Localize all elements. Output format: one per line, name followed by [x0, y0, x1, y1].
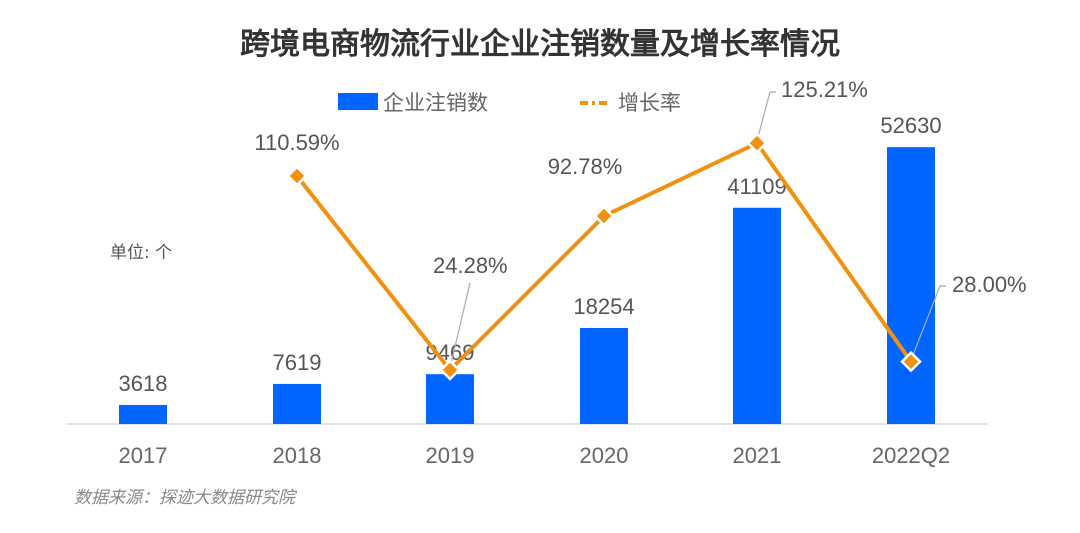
growth-label-2019: 24.28%	[433, 253, 508, 278]
bar-label-2018: 7619	[273, 350, 322, 375]
bar-label-2017: 3618	[119, 371, 168, 396]
growth-label-2022Q2: 28.00%	[952, 272, 1027, 297]
bar-label-2021: 41109	[727, 174, 787, 199]
growth-point-2020	[593, 205, 615, 227]
leader-line-2022Q2	[910, 285, 946, 361]
x-tick-2020: 2020	[580, 443, 629, 468]
legend-label-bar: 企业注销数	[383, 91, 488, 115]
x-tick-2021: 2021	[733, 443, 782, 468]
x-tick-2022Q2: 2022Q2	[872, 443, 950, 468]
bar-label-2020: 18254	[573, 294, 634, 319]
bar-2017	[119, 404, 167, 424]
growth-point-2022Q2	[900, 350, 922, 373]
legend: 企业注销数 增长率	[338, 91, 681, 115]
growth-label-2021: 125.21%	[781, 77, 868, 102]
bar-2022Q2	[887, 147, 935, 424]
growth-label-2020: 92.78%	[548, 154, 623, 179]
x-tick-2018: 2018	[273, 443, 322, 468]
growth-point-2019	[439, 359, 461, 381]
bar-2020	[580, 327, 628, 424]
leader-line-2021	[756, 91, 776, 142]
x-tick-2017: 2017	[119, 443, 168, 468]
legend-swatch-bar	[338, 93, 378, 110]
bar-2019	[426, 374, 474, 424]
x-tick-2019: 2019	[426, 443, 475, 468]
growth-point-2018	[286, 165, 308, 187]
unit-label: 单位: 个	[110, 243, 172, 263]
chart-title: 跨境电商物流行业企业注销数量及增长率情况	[240, 27, 840, 62]
bar-label-2022Q2: 52630	[880, 113, 941, 138]
growth-point-2021	[746, 132, 768, 154]
source-note: 数据来源：探迹大数据研究院	[74, 488, 298, 508]
bar-2021	[733, 207, 781, 424]
legend-label-line: 增长率	[618, 91, 681, 115]
growth-label-2018: 110.59%	[254, 130, 339, 155]
bar-2018	[273, 383, 321, 424]
leader-line-2019	[449, 282, 471, 369]
